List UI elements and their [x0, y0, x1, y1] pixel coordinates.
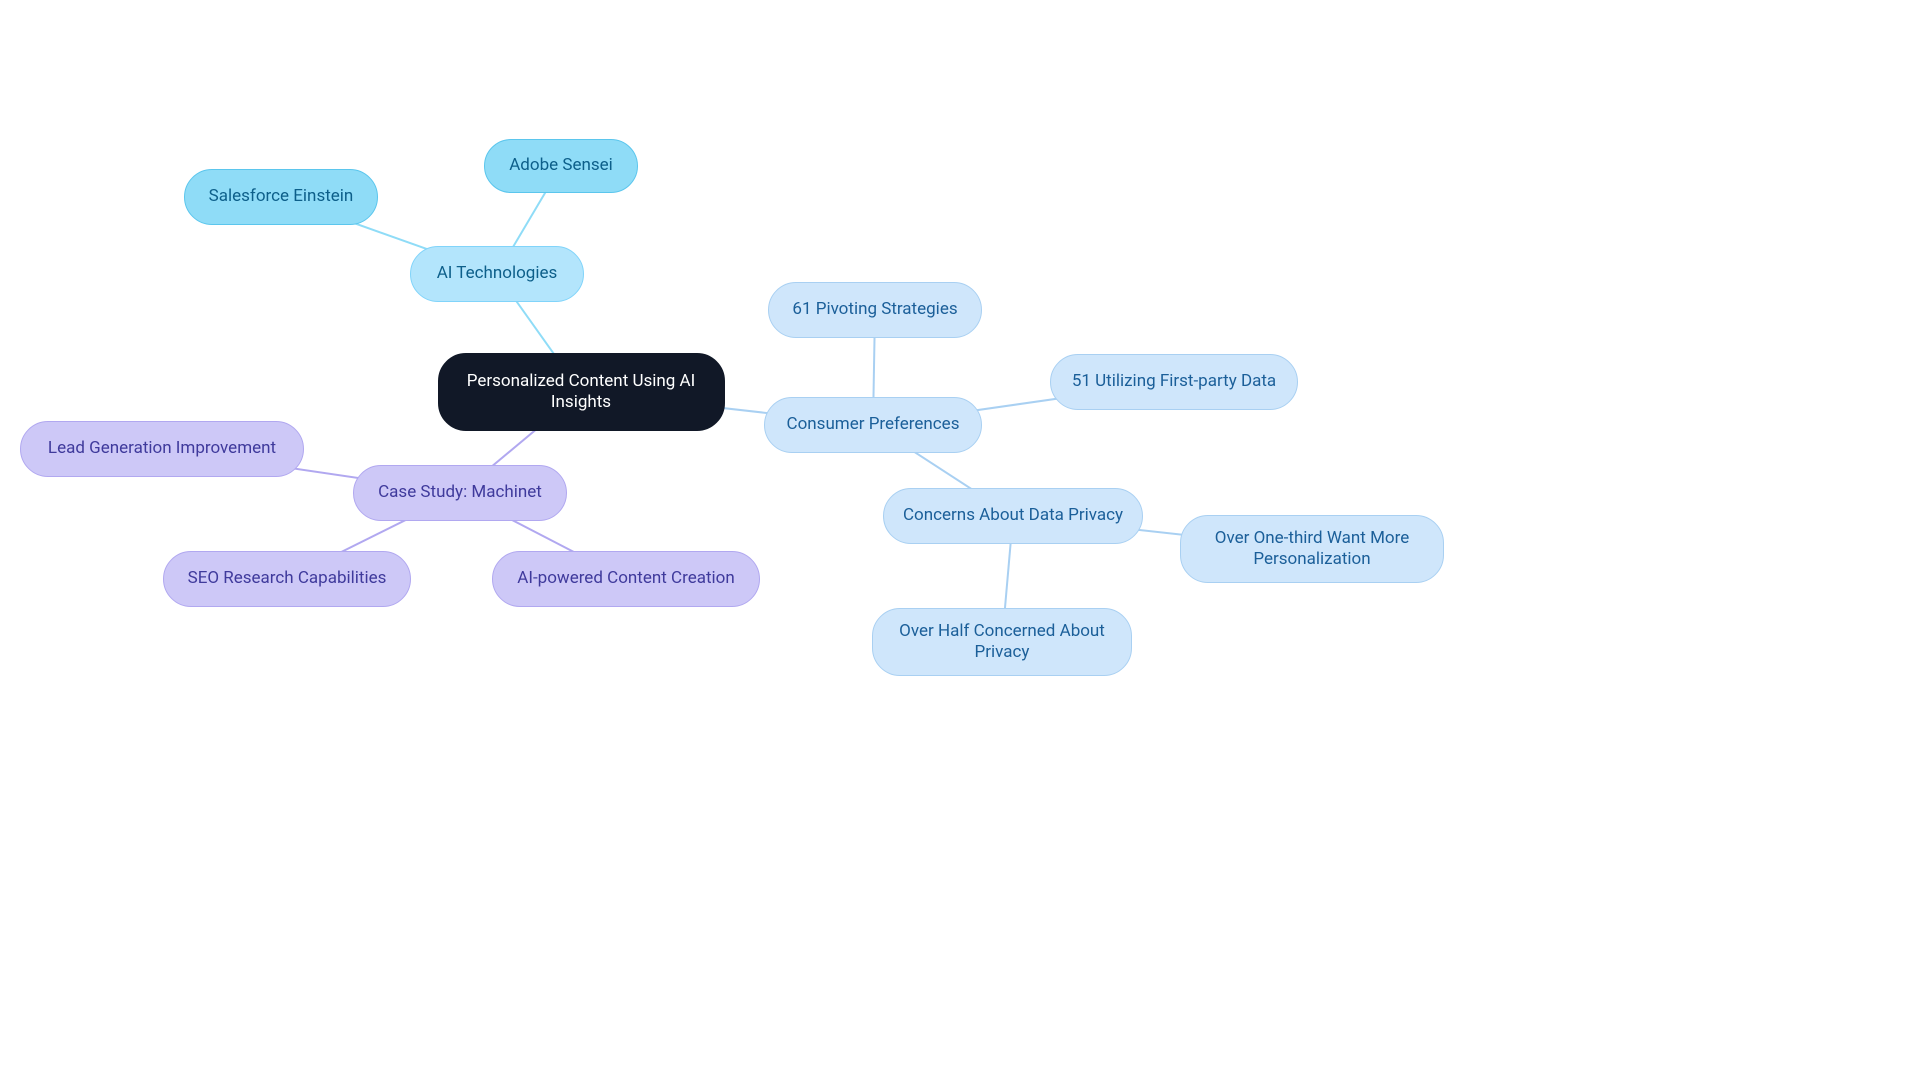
node-label: Case Study: Machinet	[378, 482, 542, 503]
node-label: Consumer Preferences	[787, 414, 960, 435]
mindmap-canvas: Personalized Content Using AI Insights AI…	[0, 0, 1920, 1083]
node-label: 51 Utilizing First-party Data	[1072, 371, 1276, 392]
node-label: Adobe Sensei	[509, 155, 613, 176]
node-root[interactable]: Personalized Content Using AI Insights	[438, 353, 725, 431]
node-more_pers[interactable]: Over One-third Want More Personalization	[1180, 515, 1444, 583]
node-ai_content[interactable]: AI-powered Content Creation	[492, 551, 760, 607]
node-label: Over One-third Want More Personalization	[1193, 528, 1431, 571]
node-label: AI-powered Content Creation	[517, 568, 734, 589]
node-over_half[interactable]: Over Half Concerned About Privacy	[872, 608, 1132, 676]
node-case_study[interactable]: Case Study: Machinet	[353, 465, 567, 521]
node-label: Personalized Content Using AI Insights	[451, 371, 712, 414]
node-seo[interactable]: SEO Research Capabilities	[163, 551, 411, 607]
node-label: Lead Generation Improvement	[48, 438, 276, 459]
node-label: Salesforce Einstein	[209, 186, 354, 207]
node-consumer[interactable]: Consumer Preferences	[764, 397, 982, 453]
node-label: 61 Pivoting Strategies	[792, 299, 957, 320]
node-pivot[interactable]: 61 Pivoting Strategies	[768, 282, 982, 338]
node-label: SEO Research Capabilities	[188, 568, 387, 589]
node-label: Over Half Concerned About Privacy	[885, 621, 1119, 664]
node-salesforce[interactable]: Salesforce Einstein	[184, 169, 378, 225]
node-ai_tech[interactable]: AI Technologies	[410, 246, 584, 302]
node-lead_gen[interactable]: Lead Generation Improvement	[20, 421, 304, 477]
node-privacy[interactable]: Concerns About Data Privacy	[883, 488, 1143, 544]
node-firstparty[interactable]: 51 Utilizing First-party Data	[1050, 354, 1298, 410]
node-adobe[interactable]: Adobe Sensei	[484, 139, 638, 193]
node-label: Concerns About Data Privacy	[903, 505, 1123, 526]
node-label: AI Technologies	[437, 263, 558, 284]
